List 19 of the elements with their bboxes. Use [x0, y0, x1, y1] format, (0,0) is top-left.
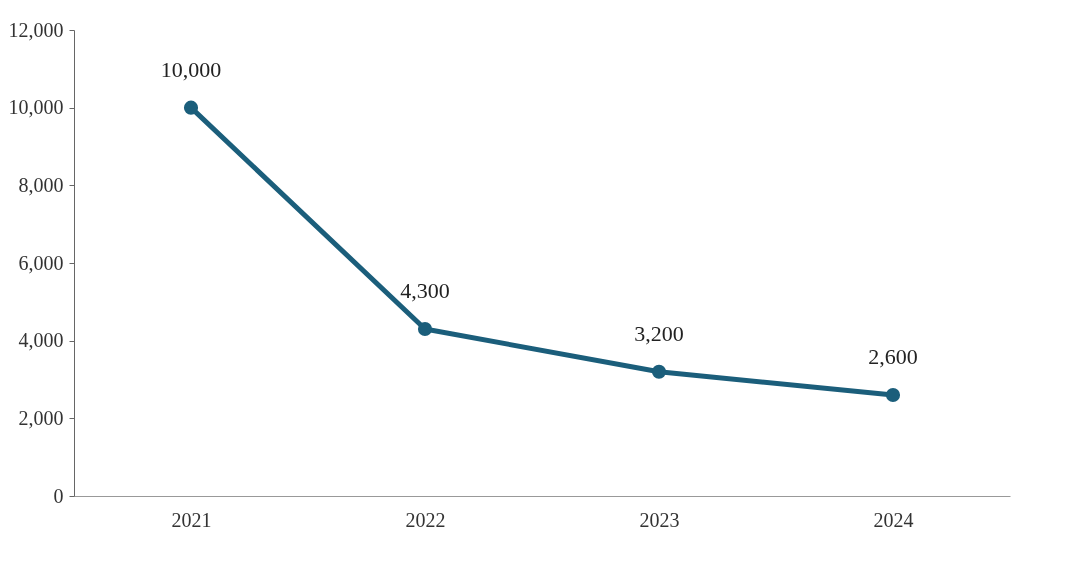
- y-tick-label: 6,000: [18, 251, 64, 274]
- point: [183, 100, 199, 115]
- y-tick-label: 2,000: [18, 406, 64, 429]
- y-tick-label: 0: [53, 484, 64, 507]
- data-label: 4,300: [400, 278, 450, 304]
- point: [417, 321, 433, 337]
- y-tick-label: 8,000: [18, 173, 64, 196]
- x-tick-label: 2021: [171, 508, 212, 531]
- y-tick-label: 4,000: [18, 329, 64, 352]
- point: [885, 387, 901, 403]
- data-label: 10,000: [160, 56, 222, 82]
- x-tick-label: 2022: [405, 508, 446, 531]
- x-tick-label: 2023: [639, 508, 680, 531]
- data-label: 3,200: [634, 320, 684, 346]
- data-label: 2,600: [868, 344, 918, 370]
- x-tick-label: 2024: [873, 508, 914, 531]
- y-tick-label: 10,000: [8, 96, 64, 119]
- y-tick-label: 12,000: [8, 18, 64, 41]
- point: [651, 364, 667, 379]
